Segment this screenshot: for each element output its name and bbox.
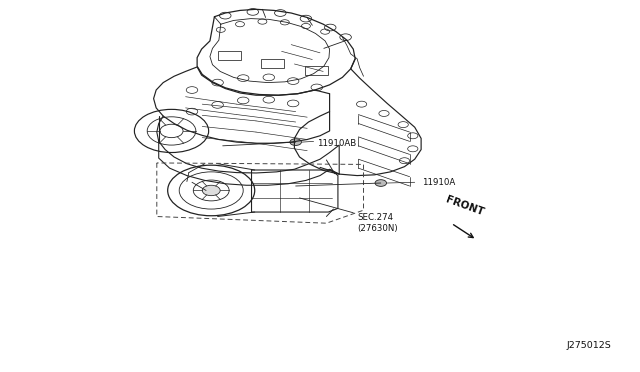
Circle shape xyxy=(375,180,387,186)
Text: 11910AB: 11910AB xyxy=(317,139,356,148)
Bar xyxy=(305,66,328,75)
Bar xyxy=(218,51,241,60)
Text: FRONT: FRONT xyxy=(445,195,486,218)
Circle shape xyxy=(202,185,220,196)
Text: 11910A: 11910A xyxy=(422,178,456,187)
Text: J275012S: J275012S xyxy=(566,341,611,350)
Text: (27630N): (27630N) xyxy=(357,224,397,233)
Bar xyxy=(261,59,284,68)
Text: SEC.274: SEC.274 xyxy=(357,213,393,222)
Circle shape xyxy=(290,139,301,145)
